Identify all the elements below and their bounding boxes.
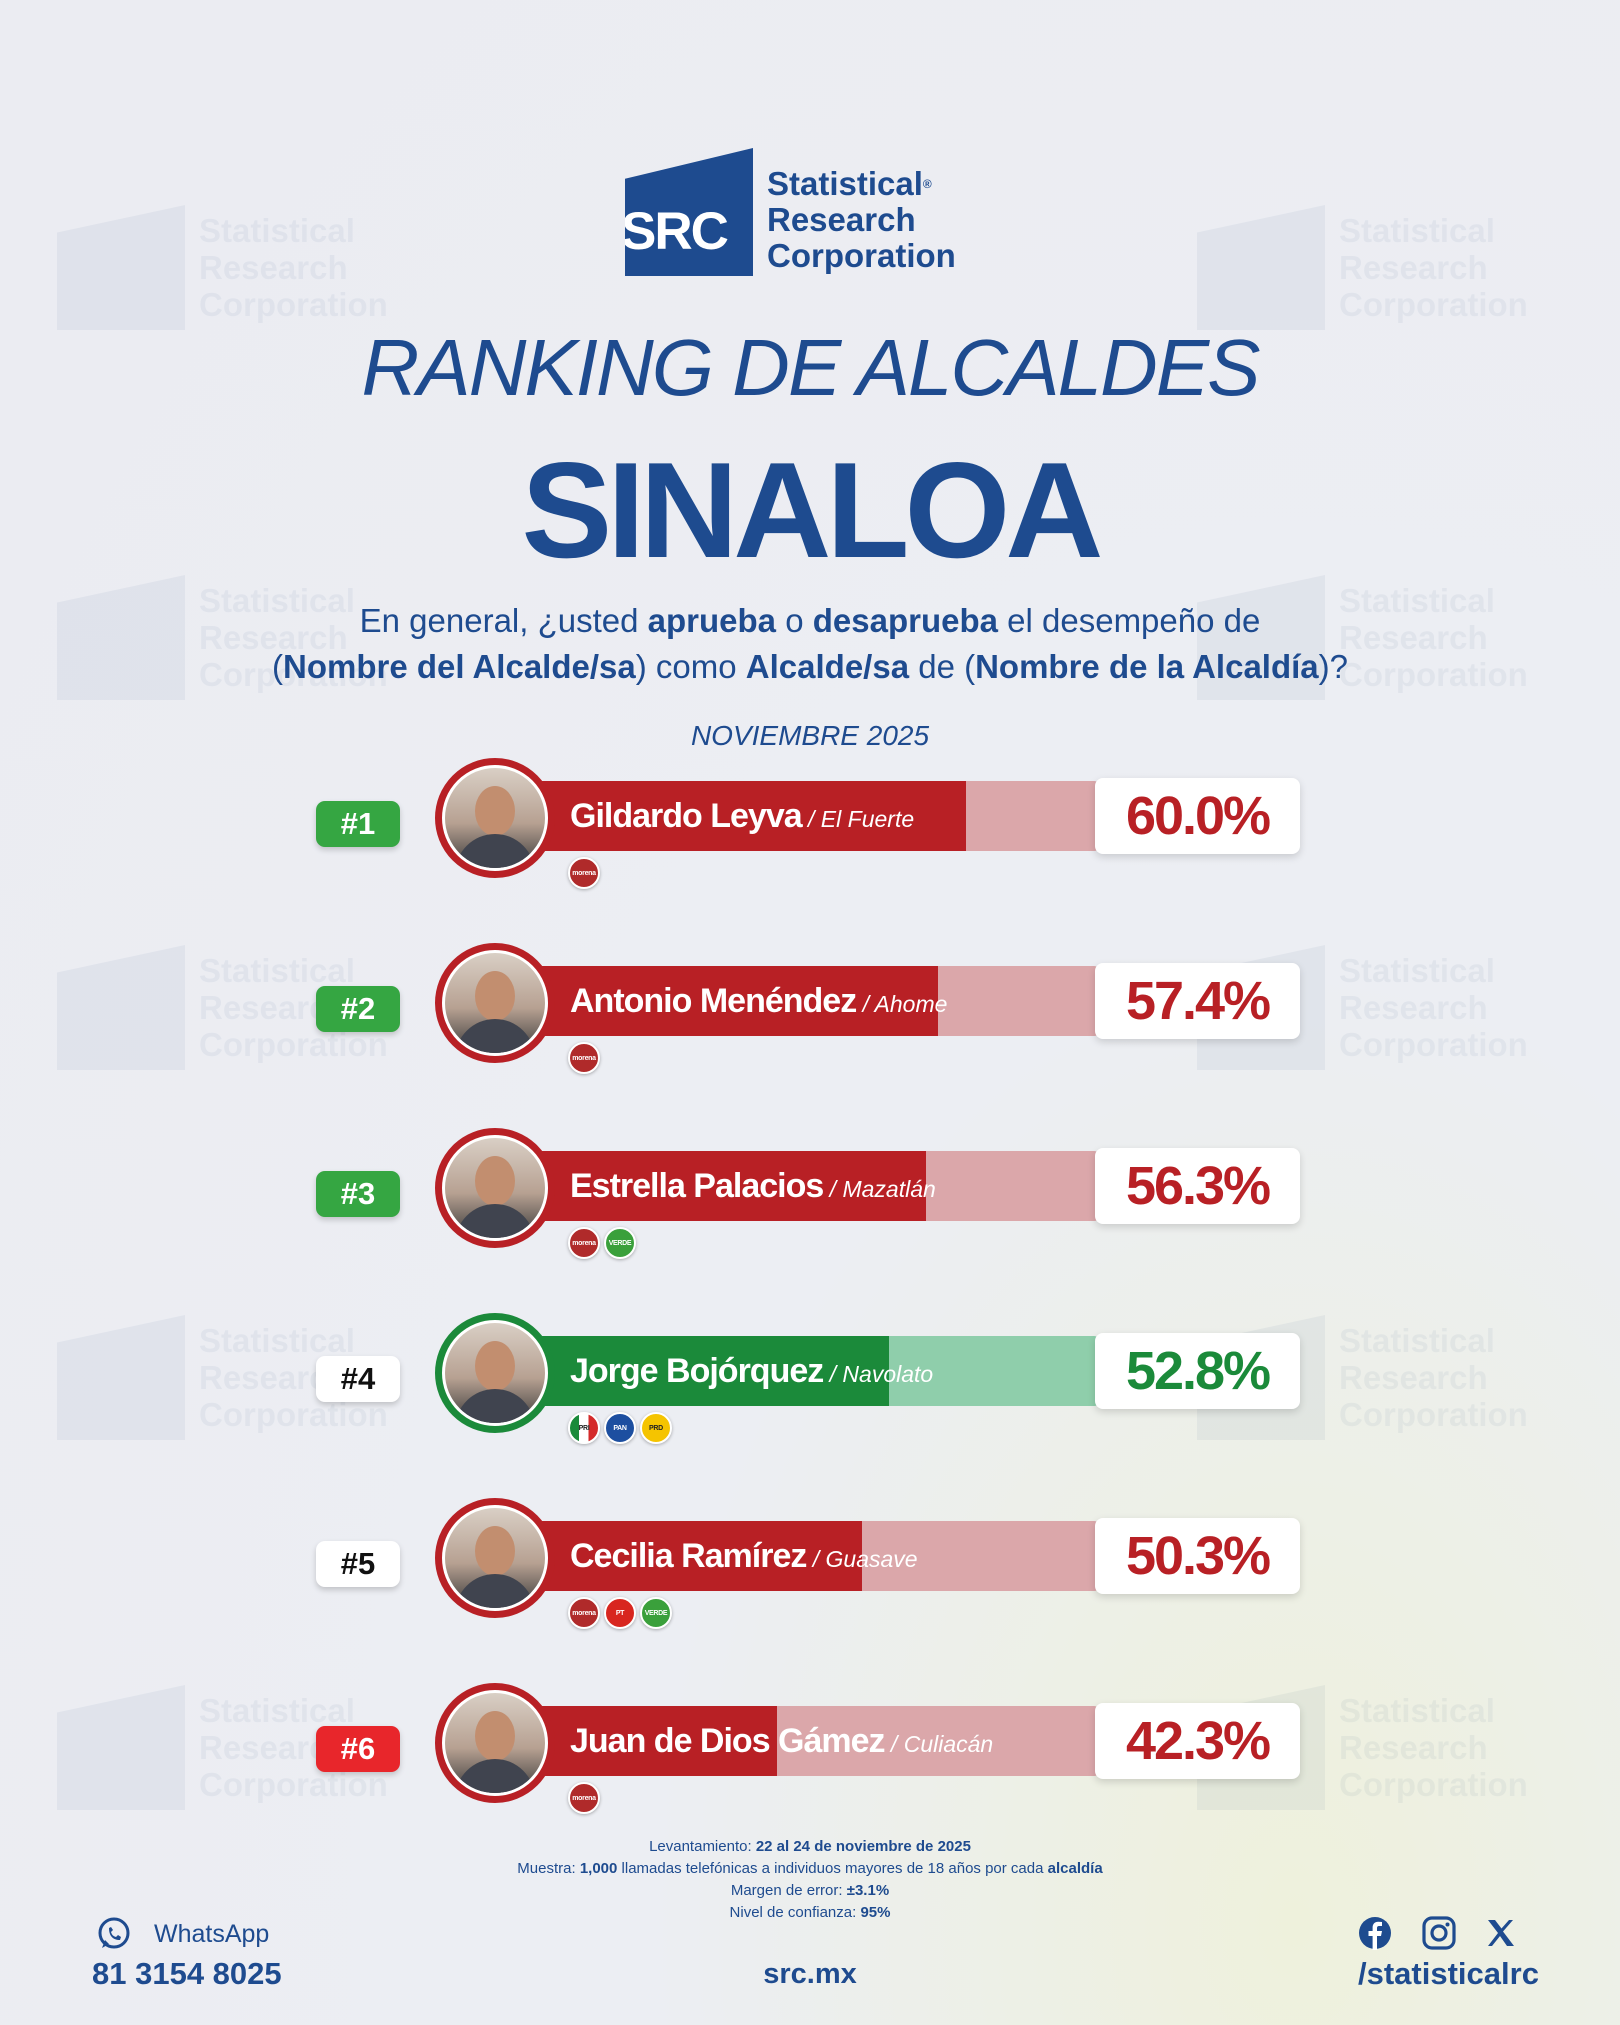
ranking-row: #2 Antonio Menéndez / Ahome 57.4% morena (0, 943, 1620, 1077)
city-label: / Ahome (856, 991, 948, 1017)
city-label: / Navolato (823, 1361, 934, 1387)
rank-badge: #5 (316, 1541, 400, 1587)
whatsapp-icon (98, 1917, 130, 1949)
ranking-row: #6 Juan de Dios Gámez / Culiacán 42.3% more… (0, 1683, 1620, 1817)
city-label: / Guasave (806, 1546, 918, 1572)
mayor-photo (435, 758, 555, 878)
party-logo-pan: PAN (604, 1412, 636, 1444)
bar-track (540, 781, 1100, 851)
bar-track (540, 1336, 1100, 1406)
mayor-name-label: Antonio Menéndez (570, 982, 857, 1020)
city-label: / El Fuerte (801, 806, 915, 832)
ranking-row: #1 Gildardo Leyva / El Fuerte 60.0% morena (0, 758, 1620, 892)
party-logos: morena (568, 1042, 600, 1074)
methodology: Levantamiento: 22 al 24 de noviembre de … (517, 1838, 1103, 1921)
party-logos: morena VERDE (568, 1227, 636, 1259)
bar (540, 966, 938, 1036)
page-title: RANKING DE ALCALDES (361, 323, 1260, 412)
portrait-icon (445, 1138, 545, 1238)
mayor-name: Antonio Menéndez / Ahome (570, 966, 947, 1036)
logo-mark: SRC (625, 148, 753, 276)
party-logo-pt: PT (604, 1597, 636, 1629)
ranking-row: #4 Jorge Bojórquez / Navolato 52.8% PRI PAN P… (0, 1313, 1620, 1447)
whatsapp-contact[interactable]: WhatsApp (96, 1916, 269, 1952)
portrait-icon (445, 768, 545, 868)
bar-track (540, 966, 1100, 1036)
percentage-label: 50.3% (1095, 1518, 1300, 1594)
social-handle[interactable]: /statisticalrc (1358, 1956, 1539, 1991)
portrait-icon (445, 1508, 545, 1608)
mayor-photo (435, 1313, 555, 1433)
watermark: Statistical Research Corporation (57, 205, 388, 330)
percentage-label: 57.4% (1095, 963, 1300, 1039)
mayor-name-label: Jorge Bojórquez (570, 1352, 824, 1390)
portrait-icon (445, 953, 545, 1053)
rank-badge: #6 (316, 1726, 400, 1772)
city-label: / Mazatlán (823, 1176, 936, 1202)
bar-track (540, 1521, 1100, 1591)
mayor-name-label: Juan de Dios Gámez (570, 1722, 886, 1760)
party-logo-verde: VERDE (640, 1597, 672, 1629)
party-logo-morena: morena (568, 1597, 600, 1629)
mayor-name: Cecilia Ramírez / Guasave (570, 1521, 918, 1591)
survey-date: NOVIEMBRE 2025 (690, 720, 930, 751)
party-logo-morena: morena (568, 857, 600, 889)
src-logo: SRC Statistical® Research Corporation (625, 148, 956, 276)
bar (540, 1521, 862, 1591)
party-logo-verde: VERDE (604, 1227, 636, 1259)
social-links (1358, 1916, 1516, 1950)
bar-track (540, 1151, 1100, 1221)
party-logo-morena: morena (568, 1042, 600, 1074)
survey-question: En general, ¿usted aprueba o desaprueba … (272, 602, 1348, 685)
portrait-icon (445, 1323, 545, 1423)
bar-track (540, 1706, 1100, 1776)
watermark: Statistical Research Corporation (1197, 205, 1528, 330)
party-logos: morena PT VERDE (568, 1597, 672, 1629)
bar (540, 1151, 926, 1221)
party-logos: morena (568, 857, 600, 889)
percentage-label: 56.3% (1095, 1148, 1300, 1224)
whatsapp-label: WhatsApp (154, 1919, 270, 1948)
mayor-photo (435, 1683, 555, 1803)
mayor-name-label: Estrella Palacios (570, 1167, 824, 1205)
percentage-label: 52.8% (1095, 1333, 1300, 1409)
party-logo-morena: morena (568, 1227, 600, 1259)
percentage-label: 42.3% (1095, 1703, 1300, 1779)
website-link[interactable]: src.mx (763, 1958, 857, 1990)
party-logos: PRI PAN PRD (568, 1412, 672, 1444)
page-subtitle: SINALOA (521, 434, 1104, 586)
percentage-label: 60.0% (1095, 778, 1300, 854)
logo-wordmark: Statistical® Research Corporation (767, 165, 956, 274)
party-logo-pri: PRI (568, 1412, 600, 1444)
rank-badge: #4 (316, 1356, 400, 1402)
bar (540, 781, 966, 851)
mayor-photo (435, 1128, 555, 1248)
phone-number[interactable]: 81 3154 8025 (92, 1956, 282, 1991)
bar (540, 1706, 777, 1776)
mayor-name: Juan de Dios Gámez / Culiacán (570, 1706, 993, 1776)
facebook-icon[interactable] (1358, 1916, 1392, 1950)
rank-badge: #3 (316, 1171, 400, 1217)
mayor-photo (435, 1498, 555, 1618)
party-logo-morena: morena (568, 1782, 600, 1814)
instagram-icon[interactable] (1422, 1916, 1456, 1950)
party-logo-prd: PRD (640, 1412, 672, 1444)
city-label: / Culiacán (884, 1731, 994, 1757)
bar (540, 1336, 889, 1406)
mayor-name-label: Gildardo Leyva (570, 797, 803, 835)
logo-initials: SRC (621, 202, 729, 261)
ranking-row: #5 Cecilia Ramírez / Guasave 50.3% morena PT… (0, 1498, 1620, 1632)
portrait-icon (445, 1693, 545, 1793)
mayor-name-label: Cecilia Ramírez (570, 1537, 807, 1575)
mayor-photo (435, 943, 555, 1063)
mayor-name: Jorge Bojórquez / Navolato (570, 1336, 933, 1406)
mayor-name: Estrella Palacios / Mazatlán (570, 1151, 936, 1221)
rank-badge: #2 (316, 986, 400, 1032)
x-icon[interactable] (1486, 1918, 1516, 1948)
ranking-row: #3 Estrella Palacios / Mazatlán 56.3% moren… (0, 1128, 1620, 1262)
mayor-name: Gildardo Leyva / El Fuerte (570, 781, 914, 851)
party-logos: morena (568, 1782, 600, 1814)
rank-badge: #1 (316, 801, 400, 847)
